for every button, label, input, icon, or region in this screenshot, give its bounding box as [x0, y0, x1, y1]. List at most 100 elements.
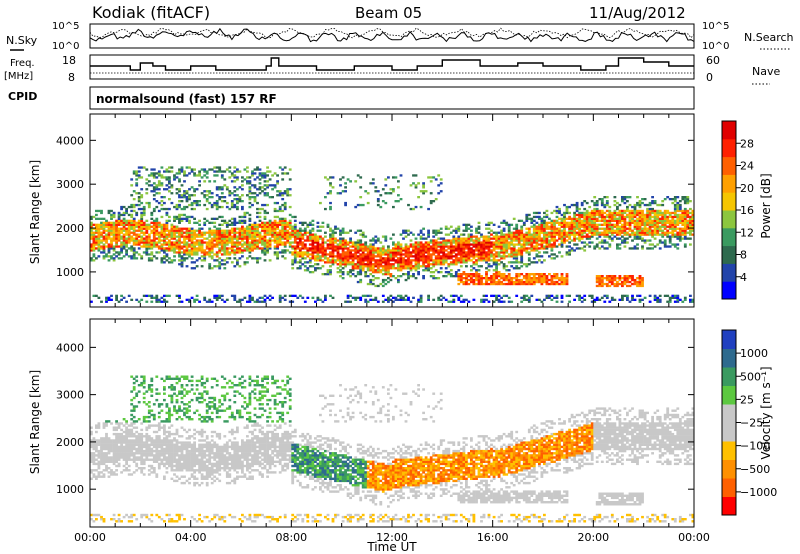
echo-cell — [344, 201, 347, 205]
echo-cell — [402, 237, 405, 240]
echo-cell — [266, 194, 269, 197]
echo-cell — [215, 253, 219, 256]
echo-cell — [180, 245, 184, 248]
echo-cell — [195, 188, 199, 191]
echo-cell — [424, 257, 428, 260]
echo-cell — [593, 201, 597, 205]
echo-cell — [178, 217, 181, 220]
echo-cell — [236, 176, 239, 179]
echo-cell — [397, 249, 400, 252]
echo-cell — [316, 263, 320, 266]
echo-cell — [278, 239, 282, 242]
echo-cell — [437, 229, 441, 232]
echo-cell — [210, 255, 214, 258]
echo-cell — [613, 200, 617, 203]
echo-cell — [263, 180, 267, 183]
echo-cell — [412, 275, 415, 278]
echo-cell — [251, 243, 254, 246]
echo-cell — [165, 184, 169, 187]
echo-cell — [185, 200, 189, 203]
echo-cell — [467, 237, 471, 240]
echo-cell — [387, 265, 390, 268]
echo-cell — [208, 227, 212, 230]
echo-cell — [412, 247, 415, 250]
echo-cell — [354, 180, 358, 183]
echo-cell — [261, 300, 264, 303]
echo-cell — [658, 227, 662, 230]
echo-cell — [329, 261, 332, 264]
echo-cell — [520, 257, 524, 260]
echo-cell — [366, 255, 370, 258]
echo-cell — [341, 257, 345, 260]
echo-cell — [276, 241, 279, 244]
echo-cell — [213, 259, 217, 262]
echo-cell — [568, 227, 571, 230]
echo-cell — [271, 225, 274, 228]
echo-cell — [535, 249, 539, 252]
echo-cell — [502, 275, 506, 278]
echo-cell — [578, 294, 581, 297]
echo-cell — [570, 239, 574, 242]
echo-cell — [324, 251, 327, 254]
echo-cell — [140, 241, 144, 244]
echo-cell — [203, 194, 207, 197]
echo-cell — [236, 235, 239, 238]
echo-cell — [230, 249, 234, 252]
echo-cell — [366, 267, 370, 270]
echo-cell — [263, 176, 267, 179]
echo-cell — [515, 277, 519, 280]
echo-cell — [482, 237, 486, 240]
echo-cell — [490, 241, 493, 244]
echo-cell — [276, 245, 279, 248]
echo-cell — [97, 231, 101, 234]
echo-cell — [150, 217, 154, 220]
echo-cell — [442, 245, 446, 248]
echo-cell — [188, 203, 191, 207]
echo-cell — [517, 249, 521, 252]
echo-cell — [520, 247, 524, 250]
echo-cell — [407, 277, 410, 280]
echo-cell — [223, 239, 227, 242]
echo-cell — [512, 237, 516, 240]
echo-cell — [510, 243, 514, 246]
echo-cell — [349, 294, 352, 297]
echo-cell — [168, 182, 171, 185]
echo-cell — [298, 261, 302, 264]
echo-cell — [319, 251, 322, 254]
echo-cell — [359, 233, 363, 236]
echo-cell — [193, 231, 196, 234]
echo-cell — [175, 207, 179, 211]
echo-cell — [480, 247, 483, 250]
echo-cell — [281, 223, 285, 226]
echo-cell — [127, 294, 131, 297]
echo-cell — [658, 219, 662, 222]
echo-cell — [283, 257, 287, 260]
echo-cell — [613, 223, 617, 226]
echo-cell — [540, 223, 544, 226]
echo-cell — [132, 203, 136, 207]
echo-cell — [457, 277, 461, 280]
echo-cell — [142, 251, 146, 254]
echo-cell — [233, 217, 237, 220]
echo-cell — [92, 294, 96, 297]
echo-cell — [359, 203, 363, 207]
echo-cell — [600, 219, 604, 222]
echo-cell — [439, 294, 443, 297]
echo-cell — [298, 259, 302, 262]
echo-cell — [459, 265, 463, 268]
echo-cell — [90, 231, 93, 234]
echo-cell — [392, 265, 395, 268]
echo-cell — [258, 219, 262, 222]
echo-cell — [238, 257, 242, 260]
echo-cell — [618, 227, 622, 230]
echo-cell — [527, 239, 531, 242]
echo-cell — [394, 253, 398, 256]
echo-cell — [502, 243, 506, 246]
echo-cell — [311, 265, 315, 268]
echo-cell — [485, 277, 488, 280]
echo-cell — [329, 192, 332, 195]
echo-cell — [407, 247, 410, 250]
echo-cell — [183, 257, 186, 260]
echo-cell — [361, 259, 365, 262]
echo-cell — [543, 235, 546, 238]
